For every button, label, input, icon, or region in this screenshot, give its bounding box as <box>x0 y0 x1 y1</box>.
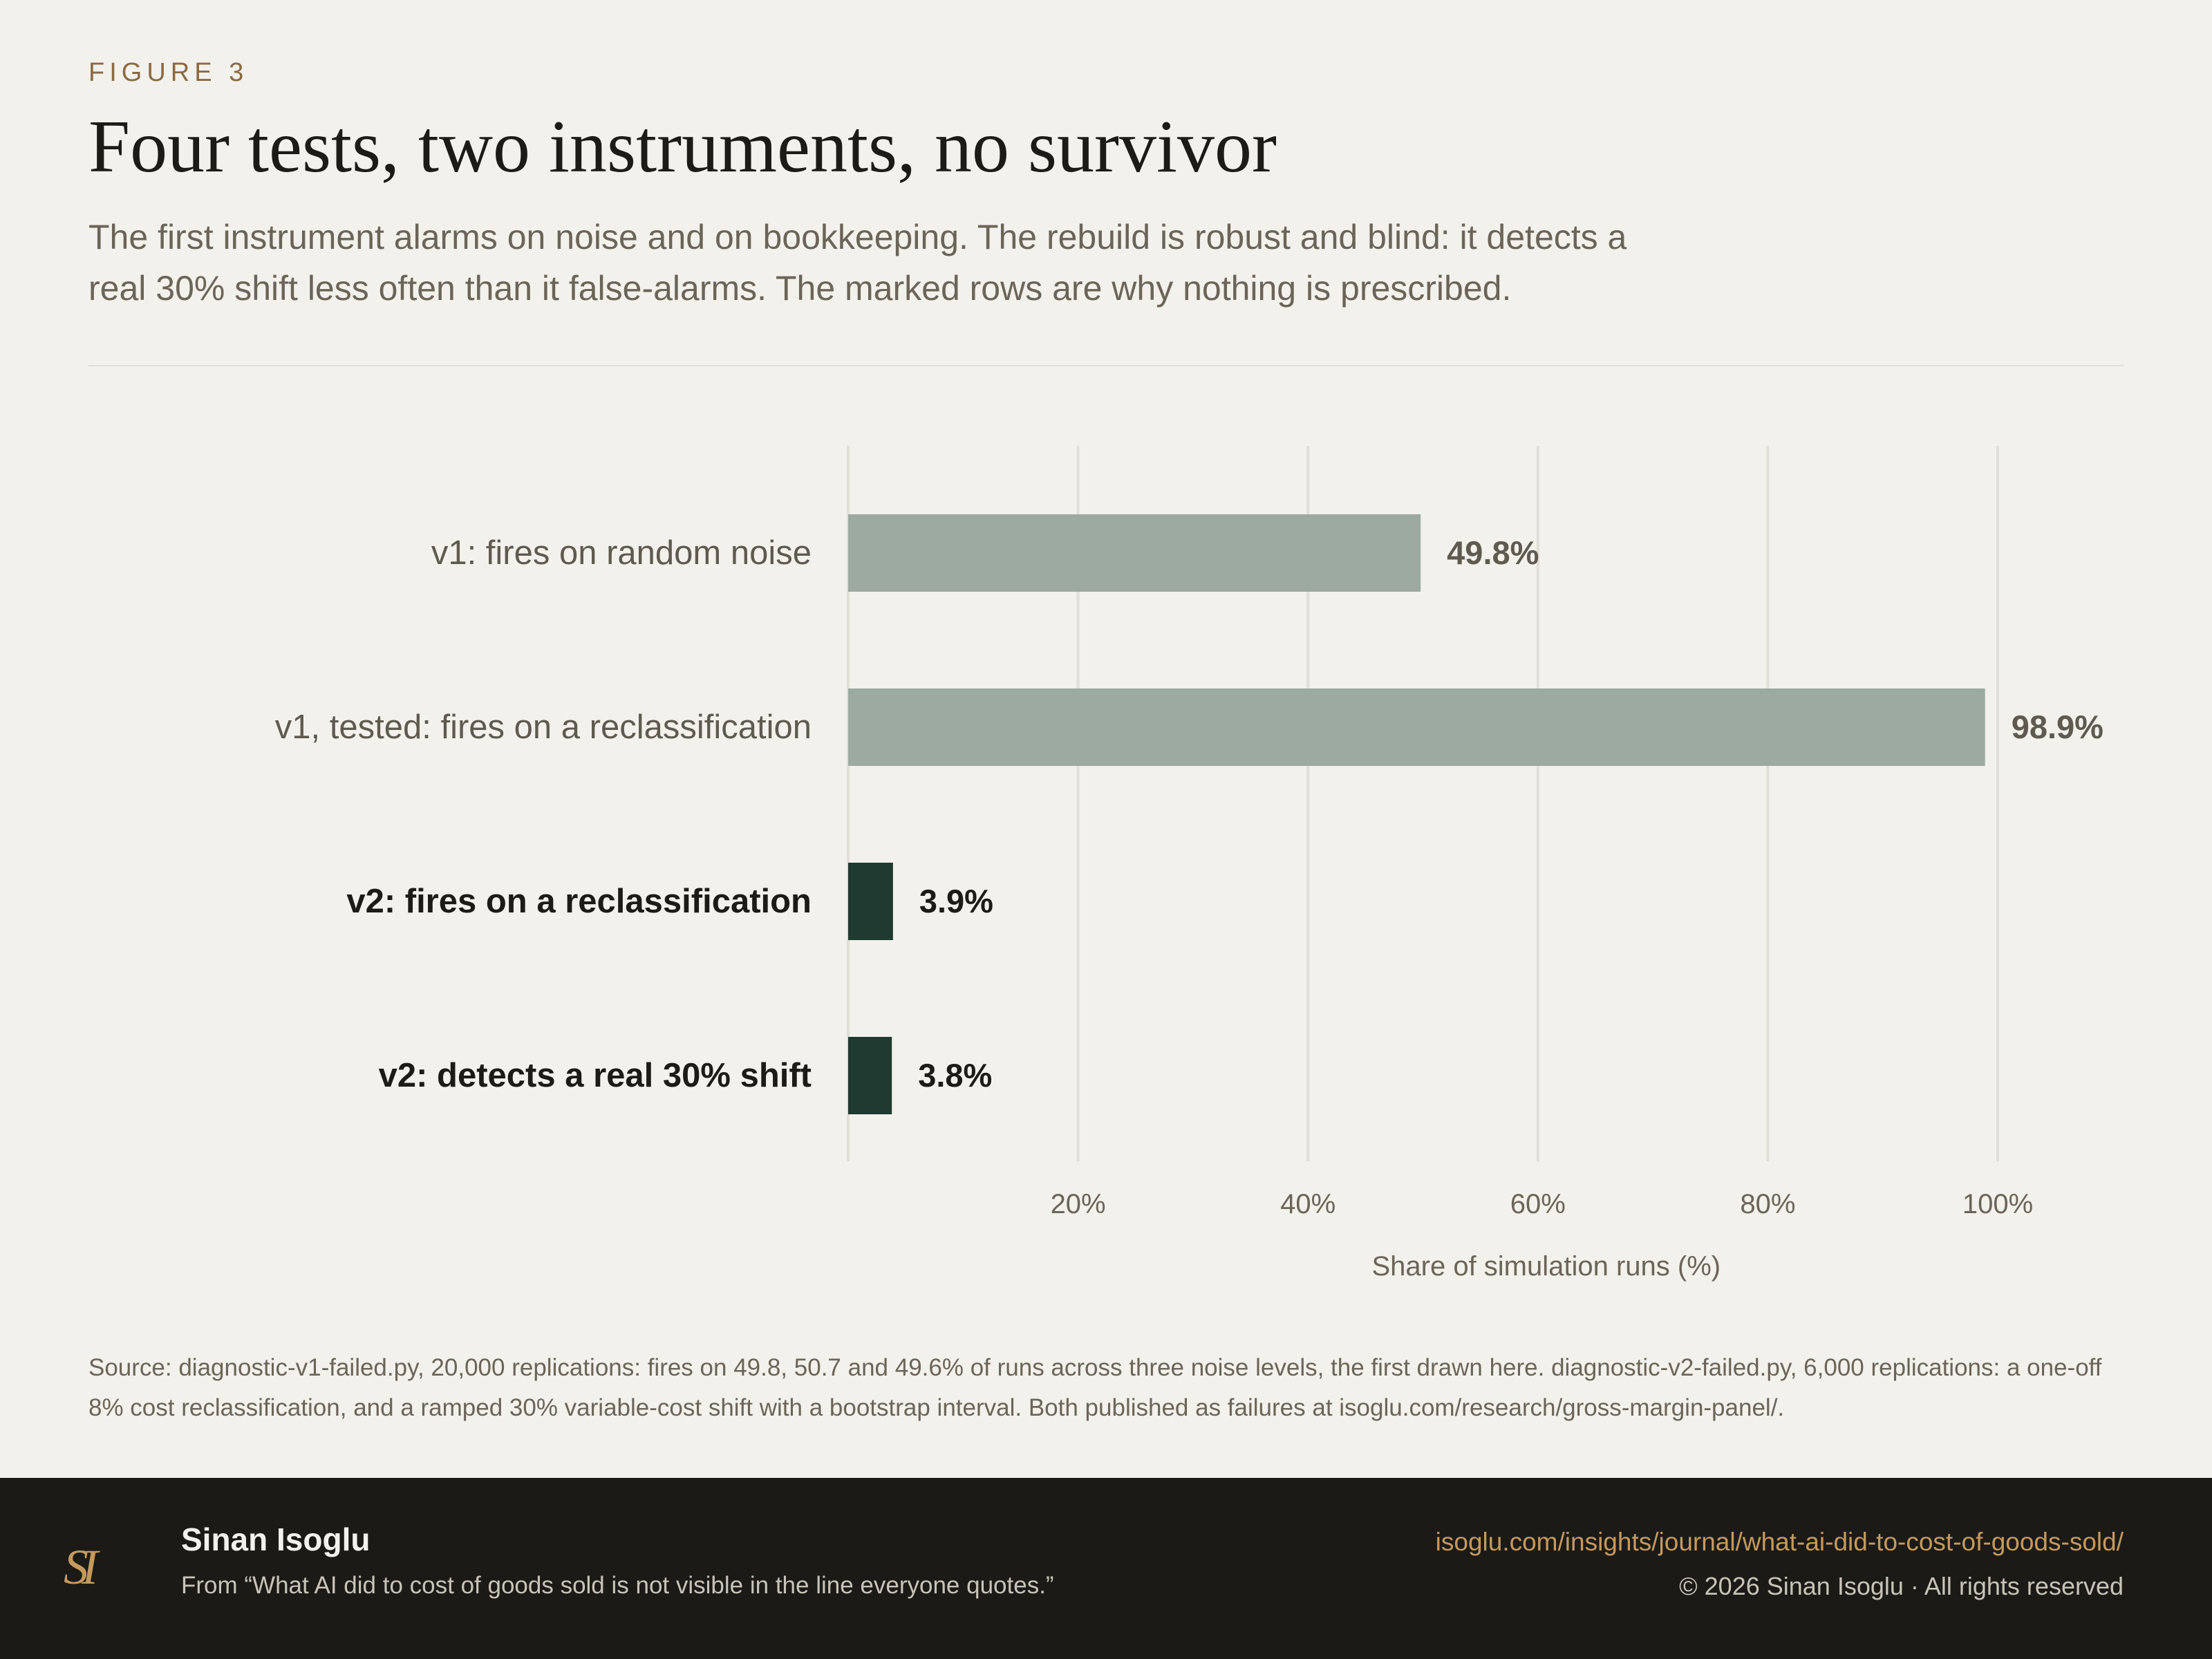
category-label: v1, tested: fires on a reclassification <box>275 709 812 746</box>
data-label: 49.8% <box>1447 534 1539 571</box>
x-tick-label: 60% <box>1510 1189 1566 1219</box>
category-label: v2: detects a real 30% shift <box>379 1057 812 1094</box>
author-logo: SI <box>64 1539 98 1595</box>
x-tick-label: 20% <box>1051 1189 1106 1219</box>
figure-label: FIGURE 3 <box>88 58 249 87</box>
article-reference: From “What AI did to cost of goods sold … <box>181 1572 1054 1599</box>
chart-subtitle: The first instrument alarms on noise and… <box>88 218 1627 308</box>
category-label: v1: fires on random noise <box>431 534 812 572</box>
x-axis-label: Share of simulation runs (%) <box>1371 1251 1721 1282</box>
data-label: 3.9% <box>919 883 993 919</box>
footer: SI Sinan Isoglu From “What AI did to cos… <box>0 1478 2212 1659</box>
bar <box>848 1037 892 1114</box>
data-label: 98.9% <box>2012 709 2103 745</box>
bar <box>848 688 1985 766</box>
source-note: Source: diagnostic-v1-failed.py, 20,000 … <box>88 1354 2102 1421</box>
copyright-notice: © 2026 Sinan Isoglu · All rights reserve… <box>1679 1572 2124 1600</box>
article-link[interactable]: isoglu.com/insights/journal/what-ai-did-… <box>1435 1528 2124 1556</box>
x-tick-label: 100% <box>1962 1189 2033 1219</box>
chart-title: Four tests, two instruments, no survivor <box>88 106 1277 188</box>
bar <box>848 863 893 940</box>
header-divider <box>88 365 2124 366</box>
bar-chart: 20% 40% 60% 80% 100% Share of simulation runs… <box>275 446 2103 1282</box>
author-name: Sinan Isoglu <box>181 1521 371 1557</box>
category-label: v2: fires on a reclassification <box>346 883 812 920</box>
x-tick-label: 80% <box>1740 1189 1795 1219</box>
x-tick-label: 40% <box>1280 1189 1335 1219</box>
bar <box>848 514 1421 592</box>
data-label: 3.8% <box>918 1057 992 1094</box>
